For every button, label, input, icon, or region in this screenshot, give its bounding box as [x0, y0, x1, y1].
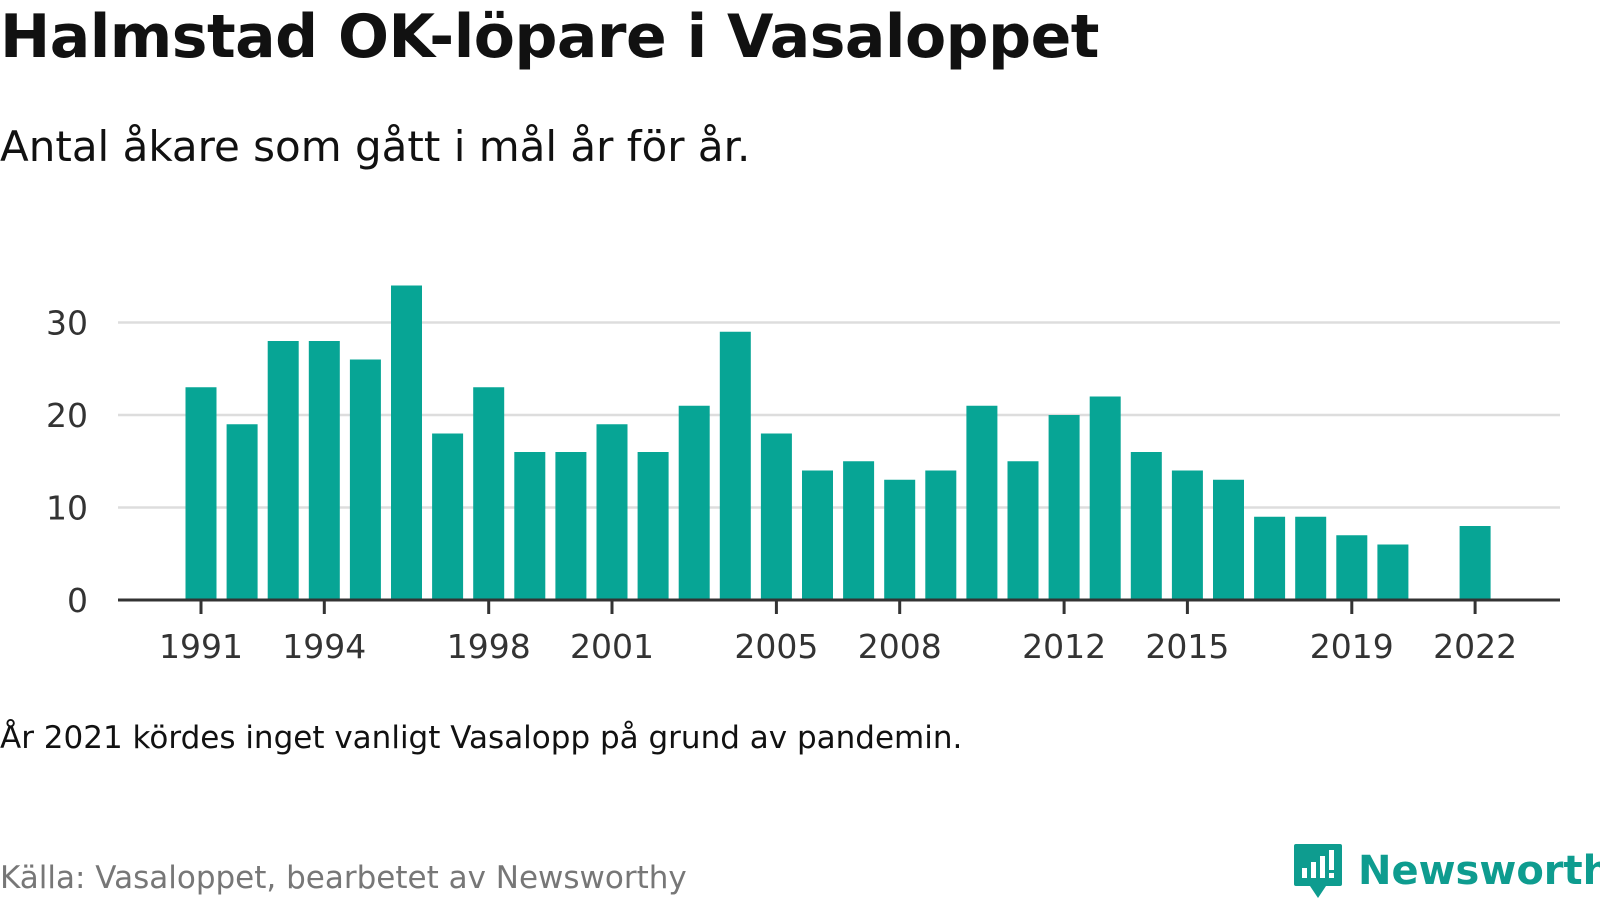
bar-1998 — [473, 387, 505, 600]
bar-2013 — [1089, 396, 1121, 600]
x-tick-label: 1994 — [282, 627, 366, 666]
bar-1997 — [432, 433, 464, 600]
bar-1995 — [349, 359, 381, 600]
bar-2002 — [637, 452, 669, 600]
newsworthy-logo-text: Newsworthy — [1358, 848, 1600, 894]
bar-2010 — [966, 405, 998, 600]
bar-2003 — [678, 405, 710, 600]
y-tick-label: 0 — [67, 581, 88, 620]
bar-2012 — [1048, 415, 1080, 600]
y-tick-label: 30 — [46, 304, 88, 343]
bar-2016 — [1213, 479, 1244, 600]
source-credit: Källa: Vasaloppet, bearbetet av Newswort… — [0, 860, 687, 896]
x-tick-label: 2022 — [1433, 627, 1517, 666]
bar-2009 — [925, 470, 957, 600]
x-tick-label: 2005 — [734, 627, 818, 666]
x-tick-label: 1991 — [159, 627, 243, 666]
x-tick-label: 2012 — [1022, 627, 1106, 666]
bar-2022 — [1459, 526, 1491, 600]
chart-subtitle: Antal åkare som gått i mål år för år. — [0, 122, 751, 171]
bar-2005 — [760, 433, 792, 600]
y-tick-label: 10 — [46, 489, 88, 528]
bar-1994 — [308, 341, 340, 600]
chart-title: Halmstad OK-löpare i Vasaloppet — [0, 2, 1099, 72]
bar-1991 — [185, 387, 217, 600]
bar-2017 — [1254, 516, 1286, 600]
x-tick-label: 2001 — [570, 627, 654, 666]
bar-1999 — [514, 452, 546, 600]
bar-2019 — [1336, 535, 1368, 600]
footnote: År 2021 kördes inget vanligt Vasalopp på… — [0, 720, 963, 756]
newsworthy-logo: Newsworthy — [1292, 842, 1600, 900]
x-tick-label: 2015 — [1145, 627, 1229, 666]
bar-2007 — [843, 461, 875, 600]
bar-1993 — [267, 341, 299, 600]
bar-2020 — [1377, 544, 1409, 600]
bar-1996 — [391, 285, 422, 600]
bar-2008 — [884, 479, 916, 600]
x-tick-label: 1998 — [447, 627, 531, 666]
bar-2015 — [1171, 470, 1203, 600]
bar-2001 — [596, 424, 628, 600]
bar-2004 — [719, 331, 751, 600]
bar-2000 — [555, 452, 587, 600]
x-tick-label: 2019 — [1310, 627, 1394, 666]
bar-1992 — [226, 424, 258, 600]
bar-2014 — [1130, 452, 1162, 600]
bar-2011 — [1007, 461, 1039, 600]
newsworthy-logo-icon — [1294, 844, 1342, 898]
bar-chart: 0 10 20 30 1991 1994 1998 2001 2005 2008 2012 2015 2… — [46, 285, 1560, 666]
bar-2006 — [802, 470, 833, 600]
y-tick-label: 20 — [46, 396, 88, 435]
x-tick-label: 2008 — [858, 627, 942, 666]
bar-2018 — [1295, 516, 1327, 600]
